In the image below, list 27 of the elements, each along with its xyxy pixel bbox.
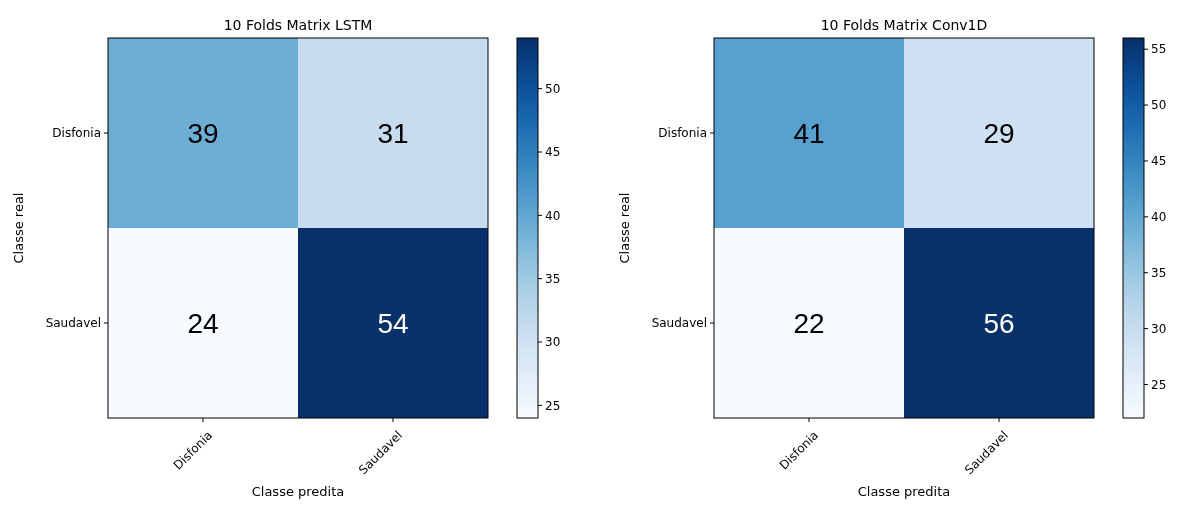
data-label: 39	[187, 117, 219, 149]
data-label: 24	[187, 307, 219, 339]
color-bar-label: 35	[1151, 265, 1167, 280]
data-label: 31	[377, 117, 409, 149]
data-label: 22	[793, 307, 825, 339]
color-bar-label: 25	[1151, 377, 1167, 392]
y-axis-title: Classe real	[617, 192, 632, 264]
color-bar-label: 40	[545, 208, 561, 223]
color-bar-label: 30	[1151, 321, 1167, 336]
chart-title: 10 Folds Matrix Conv1D	[820, 17, 988, 33]
color-bar-label: 50	[545, 81, 561, 96]
color-bar-label: 45	[1151, 154, 1167, 169]
color-bar-label: 50	[1151, 98, 1167, 113]
data-label: 41	[793, 117, 825, 149]
x-axis-title: Classe predita	[251, 484, 345, 499]
color-bar-label: 35	[545, 271, 561, 286]
color-bar-label: 40	[1151, 210, 1167, 225]
x-axis-title: Classe predita	[857, 484, 951, 499]
data-label: 54	[377, 307, 409, 339]
color-bar-label: 25	[545, 398, 561, 413]
color-bar-label: 55	[1151, 42, 1167, 57]
chart-title: 10 Folds Matrix LSTM	[223, 17, 373, 33]
color-bar-label: 45	[545, 145, 561, 160]
data-label: 56	[983, 307, 1015, 339]
y-axis-title: Classe real	[11, 192, 26, 264]
data-label: 29	[983, 117, 1015, 149]
color-bar-label: 30	[545, 335, 561, 350]
